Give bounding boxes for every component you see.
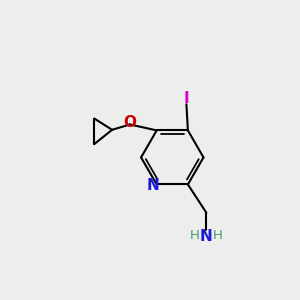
Text: O: O <box>123 115 136 130</box>
Text: I: I <box>184 92 189 106</box>
Text: N: N <box>146 178 159 193</box>
Text: N: N <box>200 229 213 244</box>
Text: H: H <box>213 230 223 242</box>
Text: H: H <box>190 230 200 242</box>
